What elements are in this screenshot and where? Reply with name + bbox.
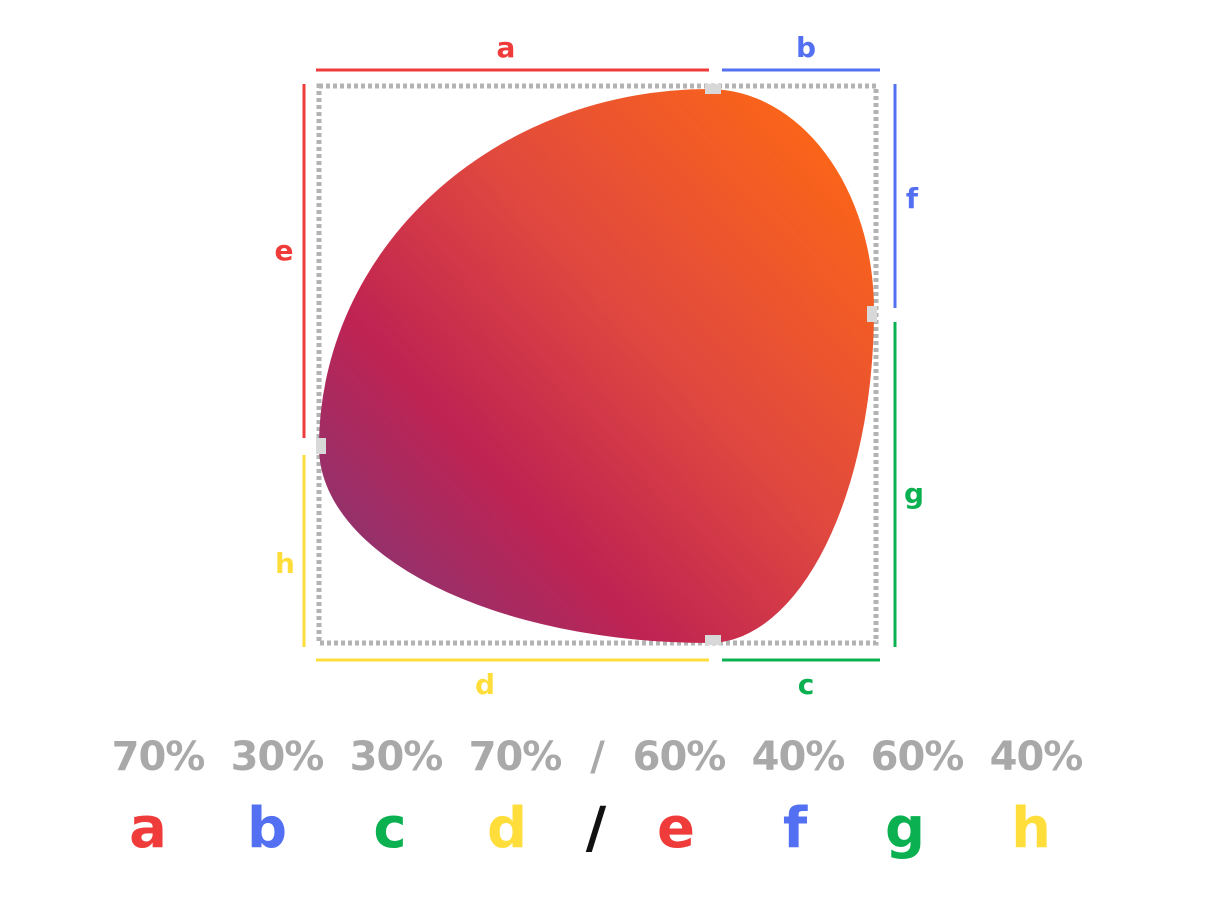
segment-g-label: g	[904, 477, 924, 510]
letter-e: e	[657, 796, 695, 861]
handle-left[interactable]	[316, 438, 326, 454]
segment-c-label: c	[798, 668, 815, 701]
value-f: 40%	[751, 734, 846, 780]
segment-d-label: d	[475, 668, 495, 701]
letter-a: a	[129, 796, 167, 861]
letter-h: h	[1011, 796, 1051, 861]
value-g: 60%	[870, 734, 965, 780]
border-radius-formula: 70% 30% 30% 70% / 60% 40% 60% 40% a b c …	[0, 730, 1210, 900]
letter-f: f	[782, 796, 808, 861]
value-b: 30%	[230, 734, 325, 780]
bounding-box	[316, 83, 879, 646]
segment-b-label: b	[796, 31, 816, 64]
segment-h-label: h	[275, 547, 295, 580]
value-a: 70%	[111, 734, 206, 780]
letter-d: d	[486, 796, 528, 861]
segment-a-label: a	[497, 31, 516, 64]
border-radius-diagram: a b c d e h f g	[275, 31, 925, 701]
segment-f-label: f	[906, 182, 919, 215]
value-c: 30%	[349, 734, 444, 780]
handle-right[interactable]	[867, 306, 877, 322]
letter-slash: /	[585, 796, 607, 861]
value-e: 60%	[632, 734, 727, 780]
handle-top[interactable]	[705, 84, 721, 94]
blob-shape	[319, 89, 874, 643]
letter-g: g	[884, 796, 926, 861]
handle-bottom[interactable]	[705, 635, 721, 645]
value-slash: /	[590, 734, 605, 780]
value-h: 40%	[989, 734, 1084, 780]
value-d: 70%	[468, 734, 563, 780]
segment-e-label: e	[275, 234, 294, 267]
letter-c: c	[373, 796, 407, 861]
letter-b: b	[246, 796, 288, 861]
